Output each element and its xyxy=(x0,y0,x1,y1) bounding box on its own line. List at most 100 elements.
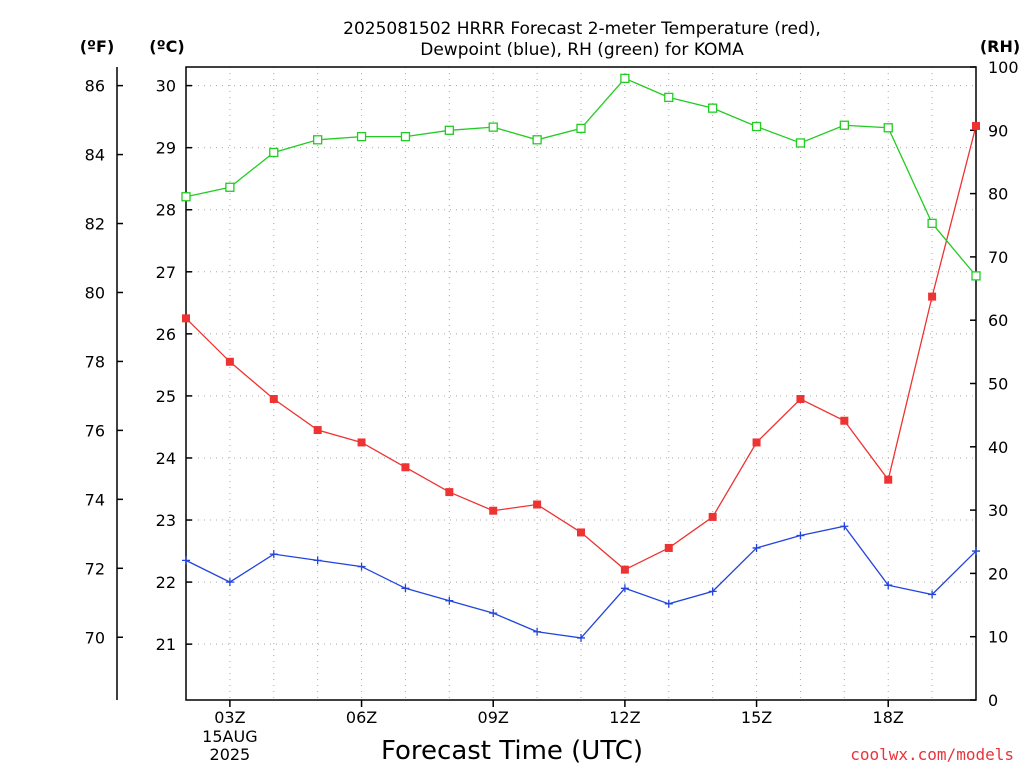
celsius-tick-label: 21 xyxy=(156,635,176,654)
rh-point xyxy=(927,218,937,229)
dewpoint-point xyxy=(533,627,542,636)
temperature-point xyxy=(577,528,585,537)
celsius-tick-label: 27 xyxy=(156,263,176,282)
rh-point xyxy=(488,122,498,132)
rh-point xyxy=(400,131,411,142)
temperature-point xyxy=(182,314,190,323)
celsius-tick-label: 24 xyxy=(156,449,176,468)
celsius-tick-label: 29 xyxy=(156,139,176,158)
dewpoint-point xyxy=(972,547,980,556)
fahrenheit-tick-label: 70 xyxy=(85,628,105,647)
time-tick-label: 15Z xyxy=(741,708,772,727)
rh-point xyxy=(269,147,279,158)
celsius-tick-label: 23 xyxy=(156,511,176,530)
time-tick-label: 18Z xyxy=(873,708,904,727)
plot-frame xyxy=(185,66,977,701)
celsius-tick-label: 26 xyxy=(156,325,176,344)
celsius-tick-label: 22 xyxy=(156,573,176,592)
temperature-point xyxy=(972,121,980,130)
rh-point xyxy=(664,92,674,103)
rh-point xyxy=(576,123,586,134)
rh-tick-label: 80 xyxy=(988,185,1008,204)
celsius-tick-label: 25 xyxy=(156,387,176,406)
rh-tick-label: 10 xyxy=(988,628,1008,647)
rh-tick-label: 30 xyxy=(988,501,1008,520)
rh-point xyxy=(795,138,806,148)
rh-point xyxy=(313,135,323,145)
rh-tick-label: 100 xyxy=(988,58,1019,77)
dewpoint-point xyxy=(357,562,366,571)
rh-point xyxy=(971,271,981,281)
fahrenheit-unit-label: (ºF) xyxy=(80,37,115,56)
dewpoint-point xyxy=(445,596,454,605)
rh-tick-label: 0 xyxy=(988,691,998,710)
rh-tick-label: 20 xyxy=(988,564,1008,583)
temperature-point xyxy=(357,438,366,447)
time-tick-label: 06Z xyxy=(346,708,377,727)
celsius-unit-label: (ºC) xyxy=(149,37,184,56)
celsius-tick-label: 28 xyxy=(156,201,176,220)
temperature-point xyxy=(489,506,498,515)
chart-title-line-2: Dewpoint (blue), RH (green) for KOMA xyxy=(420,40,744,60)
temperature-point xyxy=(225,357,234,366)
dewpoint-point xyxy=(401,584,410,593)
celsius-tick-label: 30 xyxy=(156,77,176,96)
fahrenheit-tick-label: 80 xyxy=(85,283,105,302)
fahrenheit-tick-label: 86 xyxy=(85,77,105,96)
celsius-axis: 21 22 23 24 25 26 27 28 29 30 xyxy=(156,77,192,654)
fahrenheit-tick-label: 76 xyxy=(85,421,105,440)
temperature-point xyxy=(884,475,893,484)
temperature-point xyxy=(533,500,542,509)
fahrenheit-axis: 70 72 74 76 78 80 82 84 86 xyxy=(85,77,123,647)
dewpoint-point xyxy=(313,556,322,565)
rh-tick-label: 70 xyxy=(988,248,1008,267)
fahrenheit-tick-label: 84 xyxy=(85,146,105,165)
temperature-point xyxy=(445,488,454,497)
dewpoint-point xyxy=(664,599,673,608)
series-layer xyxy=(181,73,981,642)
temperature-point xyxy=(313,426,322,435)
temperature-point xyxy=(796,395,805,404)
x-axis-title: Forecast Time (UTC) xyxy=(381,736,643,766)
temperature-point xyxy=(928,292,937,301)
rh-point xyxy=(708,103,718,113)
rh-axis: 0 10 20 30 40 50 60 70 80 90 100 xyxy=(970,58,1019,710)
dewpoint-point xyxy=(182,556,190,565)
time-tick-label: 12Z xyxy=(609,708,640,727)
chart-title-line-1: 2025081502 HRRR Forecast 2-meter Tempera… xyxy=(343,19,821,39)
time-tick-label: 09Z xyxy=(478,708,509,727)
rh-point xyxy=(751,121,762,132)
dewpoint-point xyxy=(752,543,761,552)
rh-tick-label: 90 xyxy=(988,121,1008,140)
rh-point xyxy=(181,192,191,202)
dewpoint-point xyxy=(840,522,849,531)
fahrenheit-tick-label: 82 xyxy=(85,215,105,234)
rh-point xyxy=(356,131,367,142)
rh-point xyxy=(839,120,849,130)
temperature-point xyxy=(752,438,761,447)
temperature-line xyxy=(185,125,977,571)
rh-tick-label: 60 xyxy=(988,311,1008,330)
source-credit: coolwx.com/models xyxy=(850,745,1014,764)
rh-unit-label: (RH) xyxy=(980,37,1020,56)
temperature-point xyxy=(708,512,717,521)
dewpoint-point xyxy=(708,587,717,596)
date-label: 15AUG xyxy=(202,727,257,746)
rh-point xyxy=(620,73,630,84)
dewpoint-point xyxy=(577,633,585,642)
dewpoint-point xyxy=(269,550,278,559)
rh-tick-label: 40 xyxy=(988,438,1008,457)
dewpoint-point xyxy=(225,578,234,587)
dewpoint-point xyxy=(620,584,629,593)
temperature-point xyxy=(840,416,849,425)
grid-lines xyxy=(185,67,977,700)
temperature-point xyxy=(664,543,673,552)
rh-line xyxy=(185,77,977,277)
rh-point xyxy=(225,182,235,192)
rh-point xyxy=(444,125,454,135)
temperature-point xyxy=(401,463,410,472)
dewpoint-point xyxy=(489,609,498,618)
rh-tick-label: 50 xyxy=(988,375,1008,394)
